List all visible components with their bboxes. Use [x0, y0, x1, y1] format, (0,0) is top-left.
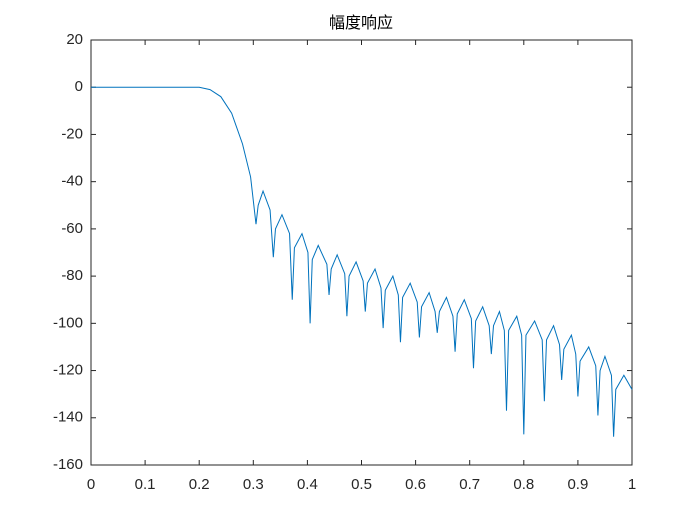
- y-tick-label: -140: [53, 409, 83, 426]
- x-tick-label: 0.6: [405, 476, 426, 493]
- line: [91, 86, 633, 437]
- plot-area: [90, 39, 633, 466]
- y-tick-label: -100: [53, 314, 83, 331]
- y-tick-label: 0: [75, 78, 83, 95]
- chart-title: 幅度响应: [329, 13, 393, 32]
- y-tick-label: -120: [53, 362, 83, 379]
- y-tick-label: -20: [61, 125, 83, 142]
- y-tick-label: -80: [61, 267, 83, 284]
- x-tick-label: 0.2: [189, 476, 210, 493]
- x-tick-label: 0.4: [297, 476, 318, 493]
- y-tick-label: -60: [61, 220, 83, 237]
- x-tick-label: 0.5: [351, 476, 372, 493]
- x-tick-label: 0.3: [243, 476, 264, 493]
- x-tick-label: 0.1: [135, 476, 156, 493]
- y-tick-label: -160: [53, 456, 83, 473]
- x-tick-label: 0.7: [459, 476, 480, 493]
- x-tick-label: 0.8: [513, 476, 534, 493]
- x-tick-label: 1: [628, 476, 636, 493]
- y-tick-label: 20: [66, 31, 83, 48]
- x-tick-label: 0: [87, 476, 95, 493]
- x-tick-label: 0.9: [567, 476, 588, 493]
- y-tick-label: -40: [61, 173, 83, 190]
